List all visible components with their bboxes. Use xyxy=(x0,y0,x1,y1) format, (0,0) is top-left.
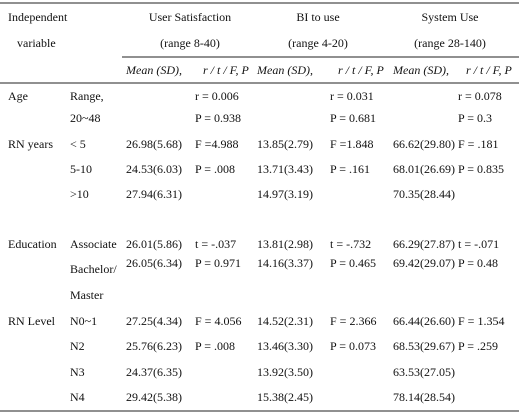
subheader: r / t / F, P xyxy=(466,63,512,77)
table-cell: 15.38(2.45) xyxy=(257,390,313,404)
table-cell: 14.16(3.37) xyxy=(257,256,313,270)
table-cell: P = .161 xyxy=(330,162,370,176)
table-cell: P = 0.465 xyxy=(330,256,376,270)
table-cell: 68.01(26.69) xyxy=(393,162,455,176)
table-cell: >10 xyxy=(70,187,89,201)
table-cell: N2 xyxy=(70,339,85,353)
table-cell: 13.85(2.79) xyxy=(257,137,313,151)
group-title: User Satisfaction xyxy=(149,10,231,24)
table-cell: 14.52(2.31) xyxy=(257,314,313,328)
table-cell: 78.14(28.54) xyxy=(393,390,455,404)
table-cell: 68.53(29.67) xyxy=(393,339,455,353)
table-cell: t = -.732 xyxy=(330,237,371,251)
table-cell: F = 1.354 xyxy=(458,314,504,328)
table-cell: 70.35(28.44) xyxy=(393,187,455,201)
table-cell: RN Level xyxy=(8,314,56,328)
subheader: Mean (SD), xyxy=(256,63,313,77)
table-cell: P = 0.3 xyxy=(458,111,492,125)
table-cell: 27.94(6.31) xyxy=(126,187,182,201)
table-cell: 66.29(27.87) xyxy=(393,237,455,251)
table-cell: r = 0.078 xyxy=(458,89,502,103)
table-cell: N4 xyxy=(70,390,85,404)
table-cell: N3 xyxy=(70,365,85,379)
table-cell: P = 0.073 xyxy=(330,339,376,353)
table-cell: 13.46(3.30) xyxy=(257,339,313,353)
table-cell: F =4.988 xyxy=(195,137,238,151)
table-cell: 66.62(29.80) xyxy=(393,137,455,151)
table-cell: P = 0.938 xyxy=(195,111,241,125)
table-cell: 5-10 xyxy=(70,162,92,176)
table-cell: P = .259 xyxy=(458,339,498,353)
table-cell: 26.01(5.86) xyxy=(126,237,182,251)
table-cell: < 5 xyxy=(70,137,86,151)
table-cell: 69.42(29.07) xyxy=(393,256,455,270)
table-cell: 24.37(6.35) xyxy=(126,365,182,379)
table-cell: 63.53(27.05) xyxy=(393,365,455,379)
subheader: r / t / F, P xyxy=(338,63,384,77)
group-range: (range 28-140) xyxy=(414,36,486,50)
table-cell: F = .181 xyxy=(458,137,498,151)
table-cell: Age xyxy=(8,89,28,103)
table-cell: 66.44(26.60) xyxy=(393,314,455,328)
group-range: (range 4-20) xyxy=(288,36,348,50)
table-cell: 29.42(5.38) xyxy=(126,390,182,404)
table-cell: F = 2.366 xyxy=(330,314,376,328)
table-cell: r = 0.031 xyxy=(330,89,374,103)
table-cell: Master xyxy=(70,288,103,302)
table-cell: Bachelor/ xyxy=(70,262,117,276)
subheader: Mean (SD), xyxy=(392,63,449,77)
group-range: (range 8-40) xyxy=(160,36,220,50)
table-cell: t = -.037 xyxy=(195,237,236,251)
table-cell: 26.98(5.68) xyxy=(126,137,182,151)
subheader: Mean (SD), xyxy=(125,63,182,77)
group-title: BI to use xyxy=(296,10,339,24)
table-cell: 24.53(6.03) xyxy=(126,162,182,176)
table-cell: P = .008 xyxy=(195,339,235,353)
table-cell: 13.92(3.50) xyxy=(257,365,313,379)
table-cell: Range, xyxy=(70,89,104,103)
table-cell: 27.25(4.34) xyxy=(126,314,182,328)
table-cell: 13.71(3.43) xyxy=(257,162,313,176)
table-cell: Associate xyxy=(70,237,117,251)
table-cell: P = 0.681 xyxy=(330,111,376,125)
table-cell: 26.05(6.34) xyxy=(126,256,182,270)
table-cell: 25.76(6.23) xyxy=(126,339,182,353)
table-cell: 13.81(2.98) xyxy=(257,237,313,251)
table-cell: F =1.848 xyxy=(330,137,373,151)
table-cell: F = 4.056 xyxy=(195,314,241,328)
table-cell: P = 0.971 xyxy=(195,256,241,270)
header-cell: variable xyxy=(17,36,56,50)
table-cell: P = 0.835 xyxy=(458,162,504,176)
table-cell: t = -.071 xyxy=(458,237,499,251)
table-cell: r = 0.006 xyxy=(195,89,239,103)
table-cell: P = 0.48 xyxy=(458,256,498,270)
header-cell: Independent xyxy=(8,10,68,24)
table-cell: Education xyxy=(8,237,57,251)
group-title: System Use xyxy=(422,10,479,24)
subheader: r / t / F, P xyxy=(203,63,249,77)
table-cell: N0~1 xyxy=(70,314,97,328)
table-cell: 14.97(3.19) xyxy=(257,187,313,201)
table-cell: RN years xyxy=(8,137,53,151)
table-cell: 20~48 xyxy=(70,111,101,125)
table-cell: P = .008 xyxy=(195,162,235,176)
